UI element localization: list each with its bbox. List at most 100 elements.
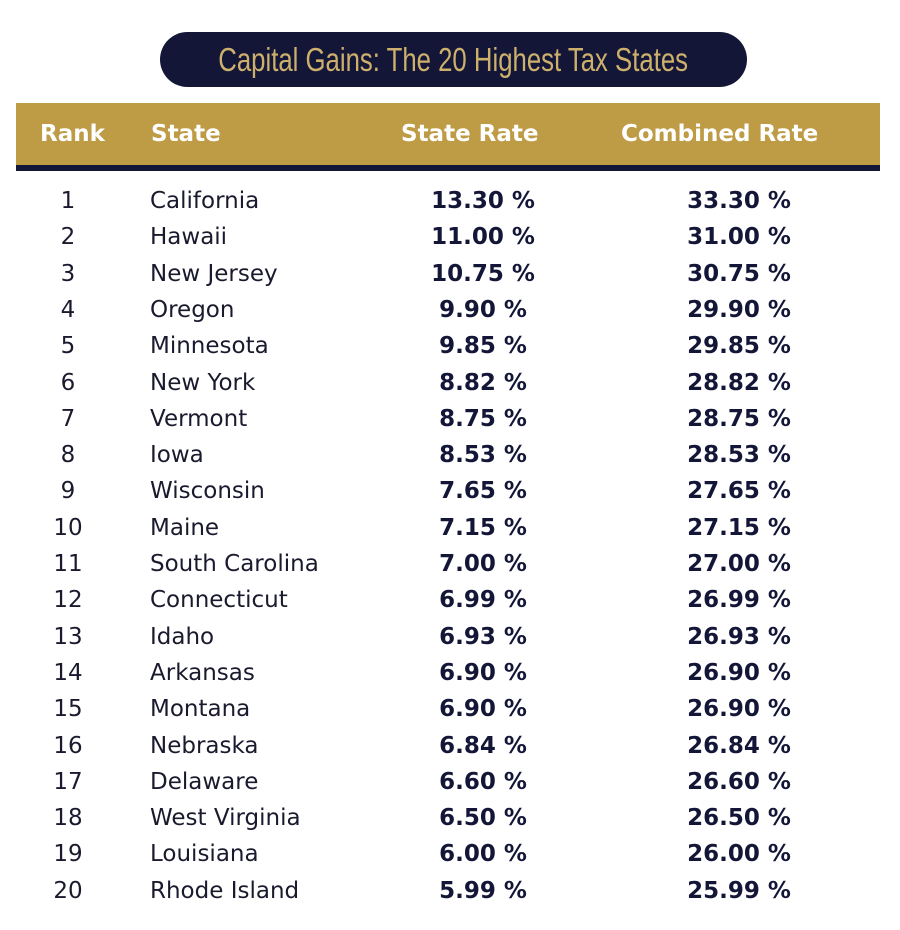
table-row: 13 Idaho 6.93 % 26.93 % bbox=[0, 619, 900, 655]
state-rate-cell: 6.60 % bbox=[439, 768, 527, 795]
state-cell: West Virginia bbox=[150, 805, 301, 832]
table-row: 17 Delaware 6.60 % 26.60 % bbox=[0, 764, 900, 800]
rank-cell: 8 bbox=[60, 442, 76, 469]
state-cell: Montana bbox=[150, 696, 251, 723]
combined-rate-cell: 26.99 % bbox=[687, 587, 791, 614]
state-cell: New York bbox=[150, 369, 256, 396]
state-rate-cell: 6.90 % bbox=[439, 659, 527, 686]
state-cell: Wisconsin bbox=[150, 478, 265, 505]
table-row: 19 Louisiana 6.00 % 26.00 % bbox=[0, 836, 900, 872]
state-cell: Minnesota bbox=[150, 333, 269, 360]
rank-cell: 2 bbox=[60, 224, 76, 251]
page-title: Capital Gains: The 20 Highest Tax States bbox=[218, 40, 689, 78]
state-cell: Delaware bbox=[150, 768, 259, 795]
header-combined-rate: Combined Rate bbox=[621, 121, 819, 147]
state-cell: Hawaii bbox=[150, 224, 228, 251]
table-row: 11 South Carolina 7.00 % 27.00 % bbox=[0, 546, 900, 582]
table-row: 10 Maine 7.15 % 27.15 % bbox=[0, 510, 900, 546]
header-rank: Rank bbox=[40, 121, 105, 147]
state-cell: Rhode Island bbox=[150, 877, 300, 904]
state-rate-cell: 6.93 % bbox=[439, 623, 527, 650]
state-rate-cell: 7.15 % bbox=[439, 514, 527, 541]
state-cell: Maine bbox=[150, 514, 220, 541]
state-rate-cell: 6.50 % bbox=[439, 805, 527, 832]
rank-cell: 18 bbox=[53, 805, 83, 832]
rank-cell: 20 bbox=[53, 877, 83, 904]
state-rate-cell: 13.30 % bbox=[431, 188, 535, 214]
combined-rate-cell: 26.50 % bbox=[687, 805, 791, 832]
rank-cell: 4 bbox=[60, 296, 76, 323]
table-row: 4 Oregon 9.90 % 29.90 % bbox=[0, 292, 900, 328]
combined-rate-cell: 31.00 % bbox=[687, 224, 791, 251]
table-header: Rank State State Rate Combined Rate bbox=[16, 103, 880, 171]
table-row: 15 Montana 6.90 % 26.90 % bbox=[0, 691, 900, 727]
table-row: 12 Connecticut 6.99 % 26.99 % bbox=[0, 582, 900, 618]
state-rate-cell: 8.53 % bbox=[439, 442, 527, 469]
combined-rate-cell: 28.75 % bbox=[687, 405, 791, 432]
state-rate-cell: 6.99 % bbox=[439, 587, 527, 614]
table-row: 9 Wisconsin 7.65 % 27.65 % bbox=[0, 473, 900, 509]
state-cell: Vermont bbox=[150, 405, 248, 432]
table-row: 3 New Jersey 10.75 % 30.75 % bbox=[0, 256, 900, 292]
header-state-rate: State Rate bbox=[401, 121, 539, 147]
rank-cell: 13 bbox=[53, 623, 83, 650]
state-rate-cell: 5.99 % bbox=[439, 877, 527, 904]
combined-rate-cell: 28.53 % bbox=[687, 442, 791, 469]
combined-rate-cell: 29.90 % bbox=[687, 296, 791, 323]
table-row: 16 Nebraska 6.84 % 26.84 % bbox=[0, 728, 900, 764]
state-rate-cell: 8.82 % bbox=[439, 369, 527, 396]
combined-rate-cell: 27.15 % bbox=[687, 514, 791, 541]
combined-rate-cell: 30.75 % bbox=[687, 260, 791, 287]
table-row: 8 Iowa 8.53 % 28.53 % bbox=[0, 437, 900, 473]
rank-cell: 1 bbox=[60, 188, 76, 214]
combined-rate-cell: 25.99 % bbox=[687, 877, 791, 904]
combined-rate-cell: 26.00 % bbox=[687, 841, 791, 868]
combined-rate-cell: 26.93 % bbox=[687, 623, 791, 650]
table-row: 14 Arkansas 6.90 % 26.90 % bbox=[0, 655, 900, 691]
rank-cell: 6 bbox=[60, 369, 76, 396]
combined-rate-cell: 27.00 % bbox=[687, 551, 791, 577]
combined-rate-cell: 26.60 % bbox=[687, 768, 791, 795]
combined-rate-cell: 28.82 % bbox=[687, 369, 791, 396]
rank-cell: 10 bbox=[53, 514, 83, 541]
state-rate-cell: 6.00 % bbox=[439, 841, 527, 868]
table-row: 7 Vermont 8.75 % 28.75 % bbox=[0, 401, 900, 437]
state-rate-cell: 9.90 % bbox=[439, 296, 527, 323]
rank-cell: 17 bbox=[53, 768, 83, 795]
header-state: State bbox=[151, 121, 221, 147]
combined-rate-cell: 27.65 % bbox=[687, 478, 791, 505]
state-rate-cell: 11.00 % bbox=[431, 224, 535, 251]
rank-cell: 5 bbox=[60, 333, 76, 360]
state-rate-cell: 7.65 % bbox=[439, 478, 527, 505]
table-row: 18 West Virginia 6.50 % 26.50 % bbox=[0, 800, 900, 836]
state-cell: Iowa bbox=[150, 442, 204, 469]
table-row: 20 Rhode Island 5.99 % 25.99 % bbox=[0, 873, 900, 909]
state-rate-cell: 6.90 % bbox=[439, 696, 527, 723]
combined-rate-cell: 26.84 % bbox=[687, 732, 791, 759]
title-banner: Capital Gains: The 20 Highest Tax States bbox=[160, 32, 747, 87]
table-row: 1 California 13.30 % 33.30 % bbox=[0, 183, 900, 219]
state-rate-cell: 7.00 % bbox=[439, 551, 527, 577]
state-cell: Connecticut bbox=[150, 587, 288, 614]
state-cell: New Jersey bbox=[150, 260, 278, 287]
rank-cell: 15 bbox=[53, 696, 83, 723]
combined-rate-cell: 26.90 % bbox=[687, 659, 791, 686]
rank-cell: 16 bbox=[53, 732, 83, 759]
combined-rate-cell: 33.30 % bbox=[687, 188, 791, 214]
rank-cell: 3 bbox=[60, 260, 76, 287]
state-cell: Louisiana bbox=[150, 841, 259, 868]
state-cell: Idaho bbox=[150, 623, 215, 650]
state-rate-cell: 10.75 % bbox=[431, 260, 535, 287]
combined-rate-cell: 29.85 % bbox=[687, 333, 791, 360]
state-rate-cell: 9.85 % bbox=[439, 333, 527, 360]
state-cell: South Carolina bbox=[150, 551, 319, 577]
rank-cell: 7 bbox=[60, 405, 76, 432]
rank-cell: 12 bbox=[53, 587, 83, 614]
table-row: 5 Minnesota 9.85 % 29.85 % bbox=[0, 328, 900, 364]
state-cell: Oregon bbox=[150, 296, 235, 323]
state-rate-cell: 8.75 % bbox=[439, 405, 527, 432]
state-cell: Nebraska bbox=[150, 732, 259, 759]
rank-cell: 11 bbox=[53, 551, 83, 577]
rank-cell: 19 bbox=[53, 841, 83, 868]
state-cell: Arkansas bbox=[150, 659, 255, 686]
